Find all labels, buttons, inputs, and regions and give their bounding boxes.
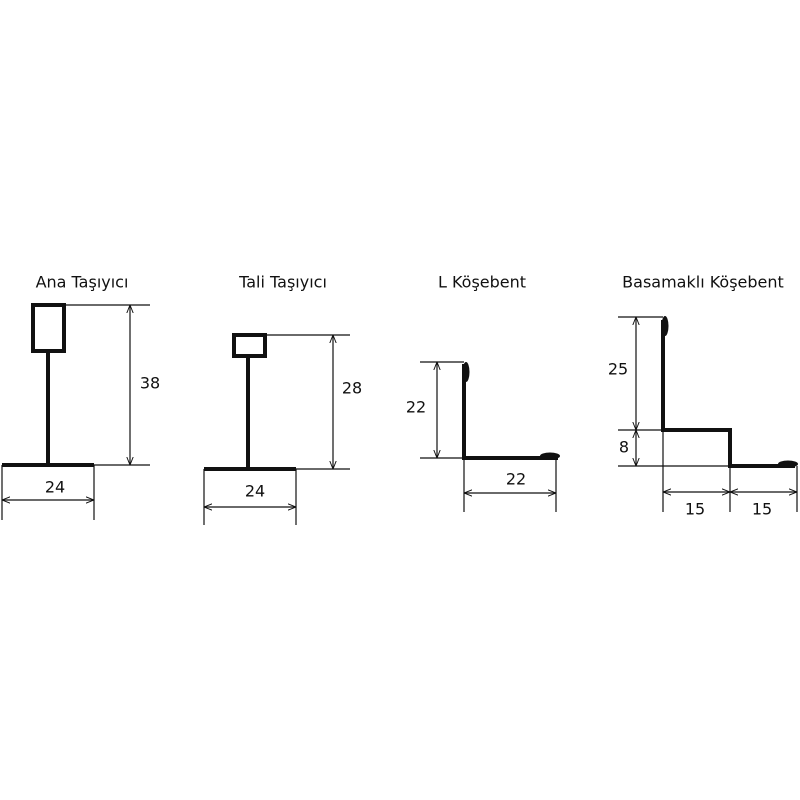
dimension-label: 25	[608, 360, 628, 379]
dimension-label: 8	[619, 438, 629, 457]
profile-basamakli-kosebent: Basamaklı Köşebent 25 8 15 15	[608, 273, 798, 519]
extension-line	[1, 304, 150, 520]
profile-shape	[778, 460, 798, 468]
extension-line	[420, 361, 557, 512]
profile-tali-tasiyici: Tali Taşıyıcı 28 24	[203, 273, 362, 525]
dimension-label: 24	[45, 478, 65, 497]
profile-l-kosebent: L Köşebent 22 22	[406, 273, 560, 512]
profile-shape	[462, 362, 470, 382]
profile-ana-tasiyici: Ana Taşıyıcı 38 24	[1, 273, 160, 520]
extension-line	[203, 334, 350, 525]
dimension-label: 28	[342, 379, 362, 398]
dimension-label: 15	[752, 500, 772, 519]
profile-title: Ana Taşıyıcı	[36, 273, 129, 292]
profile-title: Tali Taşıyıcı	[238, 273, 327, 292]
profile-shape	[232, 333, 267, 358]
dimension-label: 22	[506, 470, 526, 489]
profile-title: L Köşebent	[438, 273, 526, 292]
profile-shape	[661, 320, 795, 468]
profile-shape	[462, 364, 558, 460]
dimension-label: 24	[245, 482, 265, 501]
dimension-label: 38	[140, 374, 160, 393]
dimension-label: 22	[406, 398, 426, 417]
profile-shape	[540, 452, 560, 460]
profile-title: Basamaklı Köşebent	[622, 273, 784, 292]
profile-shape	[661, 316, 669, 336]
extension-line	[618, 316, 798, 512]
dimension-label: 15	[685, 500, 705, 519]
profile-shape	[31, 303, 66, 353]
